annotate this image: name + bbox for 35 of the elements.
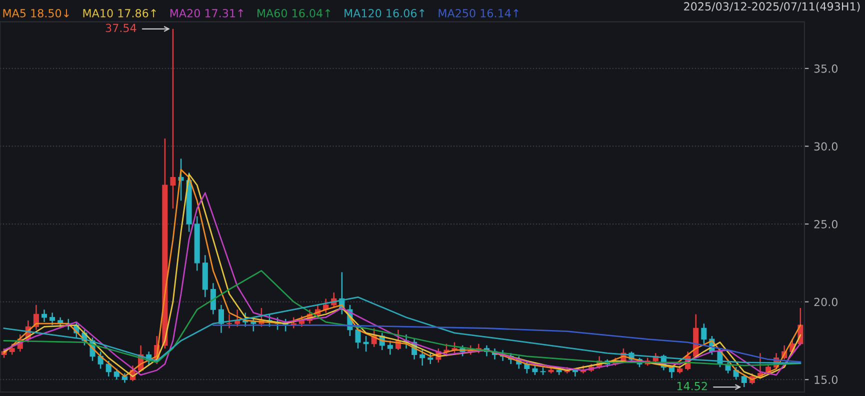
candlestick: [250, 316, 256, 332]
text: MA10 17.86↑: [83, 9, 156, 18]
candlestick: [444, 343, 450, 357]
candlestick: [122, 372, 128, 384]
candlestick: [50, 312, 56, 326]
candlestick: [741, 374, 747, 388]
candlestick: [420, 349, 426, 366]
candlestick: [701, 322, 707, 344]
candlestick: [355, 324, 361, 350]
candlestick: [210, 282, 216, 315]
candlestick: [387, 340, 393, 356]
candlestick: [363, 335, 369, 352]
text: MA250 16.14↑: [438, 9, 518, 18]
candlestick: [41, 308, 48, 323]
candlestick: [428, 352, 434, 365]
text: MA5 18.50↓: [3, 9, 69, 18]
candlestick: [170, 28, 176, 210]
text: MA20 17.31↑: [170, 9, 244, 18]
line-series: [212, 324, 802, 363]
y-tick-label: 25.0: [814, 220, 838, 228]
candlestick: [532, 364, 538, 376]
candlestick: [218, 304, 224, 334]
y-tick-label: 15.0: [814, 376, 838, 384]
y-tick-label: 20.0: [814, 298, 838, 306]
text: MA120 16.06↑: [344, 9, 424, 18]
text: 2025/03/12-2025/07/11(493H1): [684, 2, 860, 12]
annotation: 37.54: [106, 24, 136, 32]
candlestick: [114, 368, 120, 380]
candlestick: [106, 360, 112, 378]
text: MA60 16.04↑: [258, 9, 330, 18]
candlestick: [9, 343, 15, 356]
y-tick-label: 30.0: [814, 142, 838, 151]
candlestick: [226, 314, 232, 329]
y-tick-label: 35.0: [814, 64, 838, 73]
annotation: 14.52: [677, 382, 707, 390]
